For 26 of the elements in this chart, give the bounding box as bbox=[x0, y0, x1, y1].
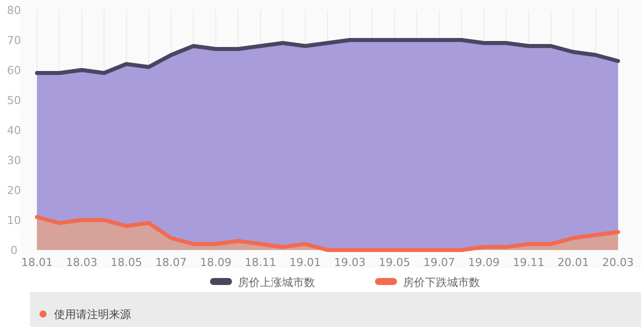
y-tick-label: 60 bbox=[7, 64, 21, 77]
x-tick-label: 18.09 bbox=[200, 256, 232, 269]
x-tick-label: 19.11 bbox=[512, 256, 544, 269]
x-tick-label: 19.09 bbox=[468, 256, 500, 269]
y-tick-label: 50 bbox=[7, 94, 21, 107]
y-tick-label: 10 bbox=[7, 214, 21, 227]
y-tick-label: 0 bbox=[10, 244, 18, 257]
x-tick-label: 19.03 bbox=[334, 256, 366, 269]
legend-label: 房价上涨城市数 bbox=[238, 276, 315, 289]
y-tick-label: 20 bbox=[7, 184, 21, 197]
x-tick-label: 20.01 bbox=[558, 256, 590, 269]
x-tick-label: 18.01 bbox=[21, 256, 53, 269]
legend-label: 房价下跌城市数 bbox=[403, 276, 480, 289]
x-tick-label: 20.03 bbox=[602, 256, 634, 269]
x-tick-label: 19.07 bbox=[423, 256, 455, 269]
x-tick-label: 18.11 bbox=[244, 256, 276, 269]
x-tick-label: 19.05 bbox=[378, 256, 410, 269]
x-tick-label: 19.01 bbox=[289, 256, 321, 269]
text: 使用请注明来源 bbox=[54, 308, 131, 321]
y-tick-label: 80 bbox=[7, 4, 21, 17]
y-tick-label: 70 bbox=[7, 34, 21, 47]
y-tick-label: 30 bbox=[7, 154, 21, 167]
y-tick-label: 40 bbox=[7, 124, 21, 137]
x-tick-label: 18.05 bbox=[110, 256, 142, 269]
x-tick-label: 18.07 bbox=[155, 256, 187, 269]
x-tick-label: 18.03 bbox=[66, 256, 98, 269]
